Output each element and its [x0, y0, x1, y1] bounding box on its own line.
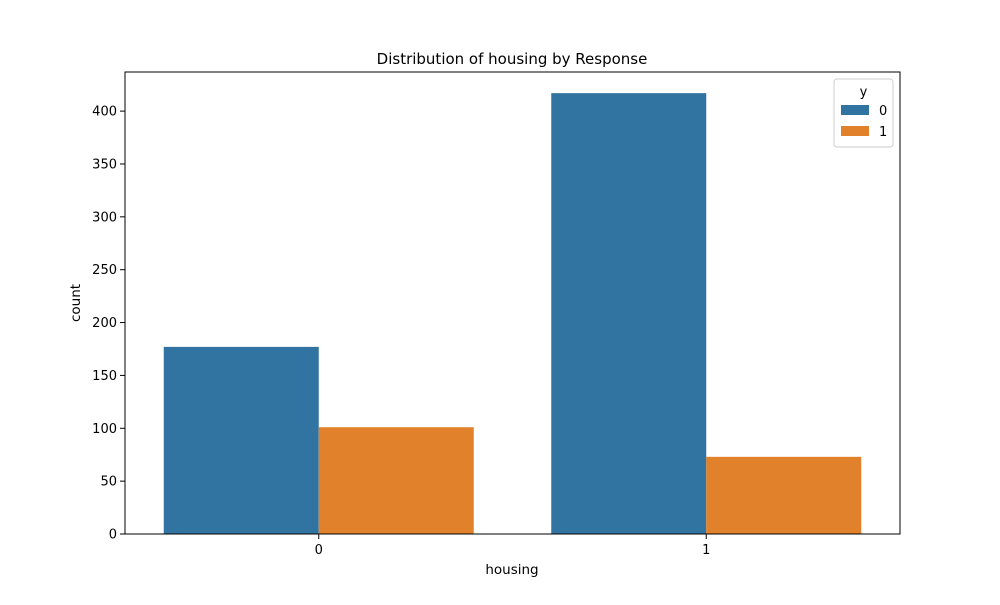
bars-group: [163, 93, 862, 534]
y-axis: 0 50 100 150 200 250 300 350 400: [92, 105, 125, 543]
legend-swatch-0: [841, 105, 869, 115]
y-tick-label: 300: [92, 210, 117, 225]
legend-swatch-1: [841, 126, 869, 136]
bar-1-series-1: [706, 456, 862, 534]
y-tick-label: 400: [92, 105, 117, 120]
y-tick-label: 200: [92, 316, 117, 331]
y-tick-label: 150: [92, 369, 117, 384]
y-tick-label: 350: [92, 157, 117, 172]
chart-title: Distribution of housing by Response: [377, 50, 648, 68]
bar-0-series-1: [318, 427, 474, 534]
bar-1-series-0: [551, 93, 707, 534]
legend-label-0: 0: [879, 104, 887, 119]
y-tick-label: 250: [92, 263, 117, 278]
plot-frame: [124, 71, 901, 535]
x-tick-label: 0: [315, 543, 323, 558]
y-tick-label: 50: [100, 475, 117, 490]
y-tick-label: 100: [92, 422, 117, 437]
legend-label-1: 1: [879, 125, 887, 140]
x-tick-label: 1: [702, 543, 710, 558]
y-axis-label: count: [68, 284, 84, 322]
legend: y0 1: [833, 78, 894, 148]
x-axis-label: housing: [485, 562, 538, 578]
y-tick-label: 0: [109, 528, 117, 543]
bar-0-series-0: [163, 346, 319, 534]
legend-title: y: [860, 85, 868, 100]
